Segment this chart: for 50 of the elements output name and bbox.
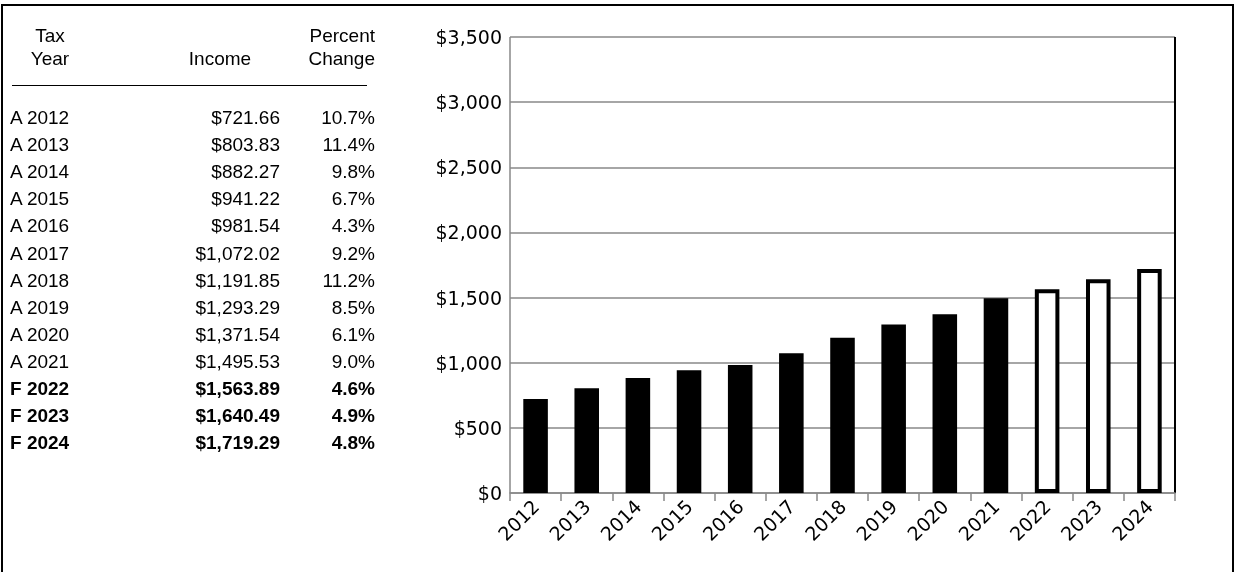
y-tick-label: $3,500 — [435, 26, 502, 48]
text: $1,719.29 — [194, 431, 280, 455]
text: 9.2% — [330, 241, 375, 265]
text: $1,371.54 — [194, 322, 280, 346]
text: 11.2% — [321, 268, 375, 292]
text: Income — [187, 47, 253, 70]
text: $941.22 — [210, 187, 280, 211]
y-tick-label: $0 — [477, 482, 502, 504]
text: Percent Change — [307, 24, 375, 70]
text: 6.7% — [330, 187, 375, 211]
y-tick-label: $2,000 — [435, 221, 502, 244]
text: $1,495.53 — [194, 349, 280, 373]
text: $1,293.29 — [194, 295, 280, 319]
y-tick-label: $2,500 — [435, 156, 502, 179]
text: 4.8% — [330, 431, 375, 455]
text: $1,191.85 — [194, 268, 280, 292]
text: 9.0% — [330, 349, 375, 373]
text: 6.1% — [330, 322, 375, 346]
text: $803.83 — [210, 133, 280, 157]
text: $1,640.49 — [194, 404, 280, 428]
y-tick-label: $500 — [453, 416, 502, 439]
text: A 2013 — [10, 133, 71, 157]
text: $721.66 — [210, 106, 280, 129]
text: A 2016 — [10, 214, 71, 238]
text: 10.7% — [320, 106, 375, 129]
text: $882.27 — [210, 160, 280, 184]
text: 4.6% — [330, 377, 375, 400]
y-tick-label: $1,500 — [435, 286, 502, 309]
text: 9.8% — [330, 160, 375, 184]
text: F 2024 — [10, 431, 71, 455]
text: 11.4% — [321, 133, 375, 157]
text: A 2012 — [10, 106, 71, 129]
text: 4.3% — [330, 214, 375, 238]
text: A 2017 — [10, 241, 71, 265]
y-tick-label: $3,000 — [435, 91, 502, 114]
text: A 2015 — [10, 187, 71, 211]
text: $981.54 — [210, 214, 280, 238]
y-tick-label: $1,000 — [435, 351, 502, 374]
text: $1,072.02 — [194, 241, 280, 265]
text: A 2021 — [10, 349, 71, 373]
text: Tax Year — [29, 24, 71, 70]
text: A 2020 — [10, 322, 71, 346]
text: F 2022 — [10, 377, 71, 400]
text: 8.5% — [330, 295, 375, 319]
text: A 2018 — [10, 268, 71, 292]
text: 4.9% — [330, 404, 375, 428]
text: A 2019 — [10, 295, 71, 319]
text: F 2023 — [10, 404, 71, 428]
text: $1,563.89 — [194, 377, 280, 400]
text: A 2014 — [10, 160, 71, 184]
